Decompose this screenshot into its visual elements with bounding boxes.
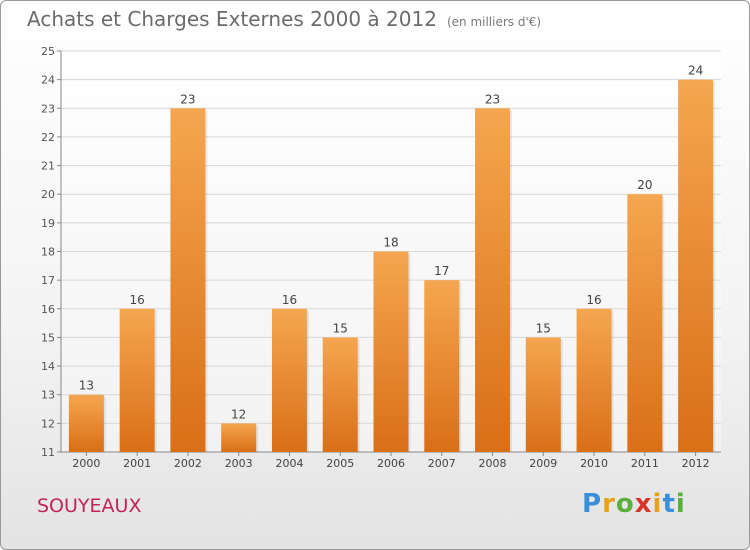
bar (119, 308, 155, 452)
x-tick-label: 2004 (275, 457, 303, 470)
x-tick-label: 2005 (326, 457, 354, 470)
y-tick-label: 11 (41, 446, 55, 459)
bar-value-label: 16 (586, 293, 601, 307)
y-tick-label: 21 (41, 160, 55, 173)
bar (678, 79, 714, 453)
bar-value-label: 17 (434, 264, 449, 278)
x-tick-label: 2003 (225, 457, 253, 470)
bar-value-label: 20 (637, 178, 652, 192)
x-tick-label: 2012 (682, 457, 710, 470)
bar (68, 394, 104, 452)
x-tick-label: 2001 (123, 457, 151, 470)
commune-name: SOUYEAUX (37, 495, 142, 517)
y-tick-label: 16 (41, 303, 55, 316)
bar (627, 194, 663, 452)
bar (271, 308, 307, 452)
x-tick-label: 2008 (479, 457, 507, 470)
y-tick-label: 19 (41, 217, 55, 230)
bar (576, 308, 612, 452)
y-tick-label: 24 (41, 74, 55, 87)
x-tick-label: 2011 (631, 457, 659, 470)
x-tick-label: 2010 (580, 457, 608, 470)
y-tick-label: 12 (41, 417, 55, 430)
bar-value-label: 23 (180, 92, 195, 106)
bar (373, 251, 409, 452)
y-tick-label: 18 (41, 246, 55, 259)
x-tick-label: 2006 (377, 457, 405, 470)
chart-title: Achats et Charges Externes 2000 à 2012 (e… (27, 7, 541, 31)
bar-value-label: 15 (333, 321, 348, 335)
y-tick-label: 17 (41, 274, 55, 287)
logo-letter: x (634, 489, 653, 519)
logo-letter: P (582, 489, 603, 519)
x-tick-label: 2009 (529, 457, 557, 470)
logo-letter: i (675, 489, 686, 519)
logo-letter: r (602, 489, 616, 519)
chart-title-text: Achats et Charges Externes 2000 à 2012 (27, 7, 437, 31)
x-tick-label: 2007 (428, 457, 456, 470)
bar-value-label: 13 (79, 379, 94, 393)
bar (322, 337, 358, 452)
bar (424, 280, 460, 452)
y-tick-label: 13 (41, 389, 55, 402)
chart-unit-label: (en milliers d'€) (446, 15, 542, 29)
bar-value-label: 23 (485, 92, 500, 106)
y-tick-label: 23 (41, 102, 55, 115)
x-tick-label: 2002 (174, 457, 202, 470)
logo-letter: t (662, 489, 676, 519)
proxiti-logo: Proxiti (582, 489, 686, 519)
y-tick-label: 20 (41, 188, 55, 201)
bar (525, 337, 561, 452)
y-tick-label: 15 (41, 331, 55, 344)
bar (221, 423, 257, 452)
bar (170, 108, 206, 453)
logo-letter: o (615, 489, 635, 519)
y-tick-label: 14 (41, 360, 55, 373)
y-tick-label: 22 (41, 131, 55, 144)
bar (475, 108, 511, 453)
bar-value-label: 24 (688, 64, 703, 78)
x-tick-label: 2000 (72, 457, 100, 470)
y-tick-label: 25 (41, 45, 55, 58)
bar-value-label: 16 (282, 293, 297, 307)
bar-value-label: 16 (130, 293, 145, 307)
logo-letter: i (652, 489, 663, 519)
bar-value-label: 12 (231, 407, 246, 421)
bar-value-label: 15 (536, 321, 551, 335)
bar-value-label: 18 (383, 236, 398, 250)
